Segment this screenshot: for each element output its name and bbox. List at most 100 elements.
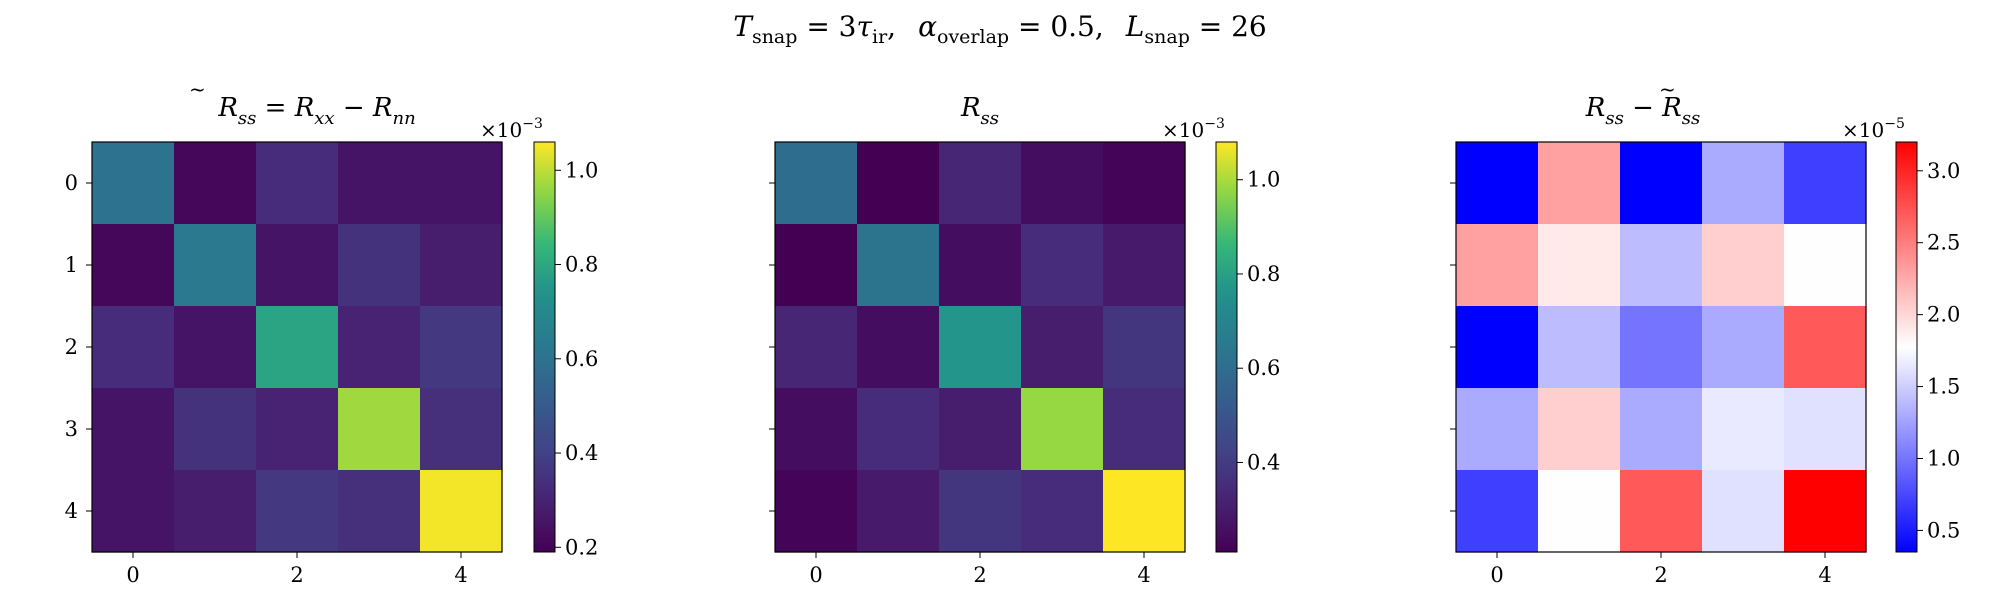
colorbar	[1895, 141, 1918, 553]
y-tick-label: 2	[65, 335, 78, 359]
heatmap-panel-3: 0 2 4 0.5 1.0 1.5 2.0 2.5 3.0 ×10−5	[1450, 116, 1960, 587]
heatmap-cell-r3-c0	[1456, 388, 1539, 471]
heatmap-cell-r2-c3	[1702, 306, 1785, 389]
colorbar-tick-label: 0.5	[1927, 518, 1960, 542]
colorbar-tick-label: 0.4	[1247, 450, 1280, 474]
heatmap-cell-r1-c0	[775, 224, 858, 307]
heatmap-cell-r2-c0	[775, 306, 858, 389]
heatmap-cell-r3-c2	[939, 388, 1022, 471]
heatmap-cell-r0-c3	[1702, 142, 1785, 225]
colorbar-offset-label: ×10−5	[1842, 116, 1905, 142]
heatmap-cell-r1-c4	[420, 224, 503, 307]
heatmap-panel-1: 0 1 2 3 4 0 2 4 0.2 0.4 0.6 0.8 1.0 ×10−3	[65, 116, 599, 587]
heatmap-cell-r3-c1	[174, 388, 257, 471]
y-tick-label: 0	[65, 171, 78, 195]
heatmap-cell-r1-c2	[1620, 224, 1703, 307]
heatmap-cell-r1-c1	[174, 224, 257, 307]
heatmap-cell-r1-c4	[1784, 224, 1867, 307]
heatmap-cell-r3-c4	[1103, 388, 1186, 471]
heatmap-cell-r3-c2	[1620, 388, 1703, 471]
y-tick-label: 4	[65, 499, 78, 523]
panel-2-title: Rss	[960, 93, 999, 129]
x-tick-label: 4	[1818, 563, 1831, 587]
heatmap-cell-r4-c4	[420, 470, 503, 553]
heatmap-cell-r4-c1	[1538, 470, 1621, 553]
x-tick-label: 4	[1137, 563, 1150, 587]
heatmap-cell-r3-c0	[92, 388, 175, 471]
heatmap-cell-r3-c2	[256, 388, 339, 471]
heatmap-cell-r2-c2	[939, 306, 1022, 389]
heatmap-cell-r0-c1	[174, 142, 257, 225]
heatmap-cell-r4-c2	[256, 470, 339, 553]
colorbar-tick-label: 3.0	[1927, 159, 1960, 183]
heatmap-cell-r4-c0	[775, 470, 858, 553]
heatmap-cell-r4-c2	[1620, 470, 1703, 553]
panel-1-title: Rss = Rxx − Rnn	[217, 93, 415, 129]
heatmap-panel-2: 0 2 4 0.4 0.6 0.8 1.0 ×10−3	[769, 116, 1280, 587]
heatmap-cell-r1-c3	[1021, 224, 1104, 307]
colorbar-tick-label: 1.0	[1247, 168, 1280, 192]
heatmap-cell-r4-c4	[1784, 470, 1867, 553]
heatmap-cell-r2-c4	[420, 306, 503, 389]
colorbar-tick-label: 0.2	[565, 535, 598, 559]
y-tick-label: 1	[65, 253, 78, 277]
heatmap-cell-r4-c3	[338, 470, 421, 553]
heatmap-cell-r1-c1	[1538, 224, 1621, 307]
colorbar-tick-label: 0.8	[1247, 262, 1280, 286]
heatmap-cell-r3-c4	[1784, 388, 1867, 471]
colorbar-tick-label: 2.0	[1927, 303, 1960, 327]
heatmap-cell-r2-c2	[256, 306, 339, 389]
heatmap-cell-r0-c2	[256, 142, 339, 225]
heatmap-cell-r0-c1	[857, 142, 940, 225]
heatmap-cell-r4-c2	[939, 470, 1022, 553]
heatmap-cell-r0-c3	[338, 142, 421, 225]
heatmap-cell-r3-c3	[338, 388, 421, 471]
panel-3-title-tilde: ~	[1659, 77, 1676, 101]
colorbar-tick-label: 2.5	[1927, 231, 1960, 255]
heatmap-cell-r2-c1	[1538, 306, 1621, 389]
heatmap-cell-r4-c4	[1103, 470, 1186, 553]
heatmap-cell-r0-c0	[1456, 142, 1539, 225]
heatmap-cell-r0-c1	[1538, 142, 1621, 225]
colorbar-tick-label: 1.5	[1927, 375, 1960, 399]
x-tick-label: 0	[126, 563, 139, 587]
heatmap-cell-r2-c3	[338, 306, 421, 389]
heatmap-cell-r2-c1	[174, 306, 257, 389]
heatmap-cell-r0-c2	[939, 142, 1022, 225]
heatmap-cell-r1-c0	[92, 224, 175, 307]
colorbar-tick-label: 0.6	[565, 347, 598, 371]
panel-1-title-tilde: ~	[189, 77, 206, 101]
y-tick-label: 3	[65, 417, 78, 441]
x-tick-label: 4	[454, 563, 467, 587]
heatmap-cell-r1-c2	[256, 224, 339, 307]
colorbar-tick-label: 0.8	[565, 253, 598, 277]
colorbar-offset-label: ×10−3	[480, 116, 543, 142]
colorbar	[533, 141, 556, 553]
heatmap-cell-r0-c0	[775, 142, 858, 225]
heatmap-cell-r2-c0	[1456, 306, 1539, 389]
heatmap-cell-r2-c4	[1784, 306, 1867, 389]
heatmap-cell-r1-c3	[1702, 224, 1785, 307]
heatmap-cell-r4-c3	[1702, 470, 1785, 553]
heatmap-cell-r2-c1	[857, 306, 940, 389]
heatmap-cell-r3-c0	[775, 388, 858, 471]
heatmap-cell-r3-c1	[857, 388, 940, 471]
x-tick-label: 2	[290, 563, 303, 587]
heatmap-cell-r2-c3	[1021, 306, 1104, 389]
heatmap-cell-r3-c4	[420, 388, 503, 471]
heatmap-cell-r4-c0	[1456, 470, 1539, 553]
heatmap-cell-r1-c0	[1456, 224, 1539, 307]
colorbar-tick-label: 1.0	[1927, 446, 1960, 470]
colorbar	[1215, 141, 1238, 553]
heatmap-cell-r0-c0	[92, 142, 175, 225]
x-tick-label: 0	[809, 563, 822, 587]
heatmap-cell-r0-c3	[1021, 142, 1104, 225]
panel-3-title: Rss − Rss	[1585, 93, 1700, 129]
heatmap-cell-r4-c0	[92, 470, 175, 553]
heatmap-cell-r2-c2	[1620, 306, 1703, 389]
colorbar-offset-label: ×10−3	[1162, 116, 1225, 142]
heatmap-cell-r3-c1	[1538, 388, 1621, 471]
heatmap-cell-r1-c2	[939, 224, 1022, 307]
heatmap-cell-r0-c4	[1784, 142, 1867, 225]
